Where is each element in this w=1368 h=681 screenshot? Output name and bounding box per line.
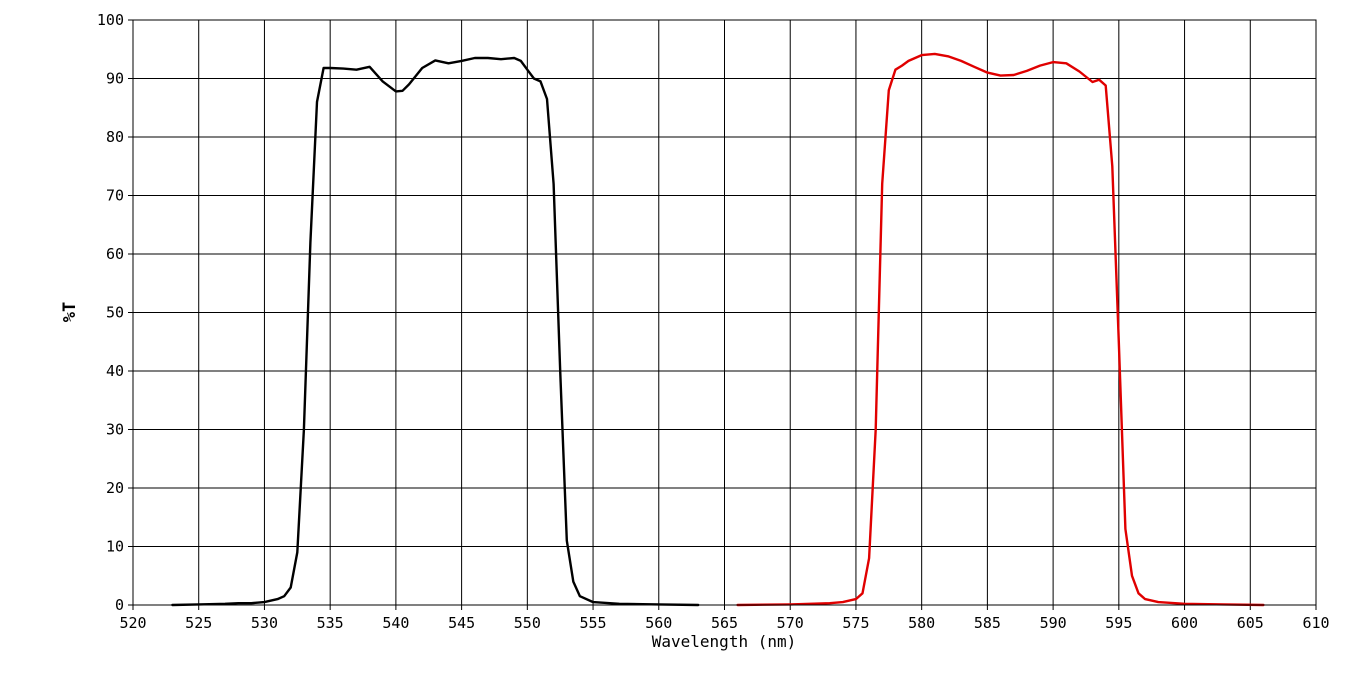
x-tick-label: 540 [382,614,409,632]
x-tick-label: 555 [580,614,607,632]
x-tick-label: 545 [448,614,475,632]
x-tick-label: 550 [514,614,541,632]
x-tick-label: 565 [711,614,738,632]
x-tick-label: 520 [119,614,146,632]
y-tick-label: 40 [106,362,124,380]
y-tick-label: 20 [106,479,124,497]
x-tick-label: 580 [908,614,935,632]
x-tick-label: 525 [185,614,212,632]
x-tick-label: 590 [1040,614,1067,632]
grid-lines [128,19,1317,610]
y-tick-label: 90 [106,70,124,88]
series-layer [171,52,1265,607]
x-tick-label: 535 [317,614,344,632]
y-tick-labels: 0 10 20 30 40 50 60 70 80 90 100 [97,11,124,614]
y-tick-label: 30 [106,421,124,439]
y-tick-label: 60 [106,245,124,263]
x-axis-label: Wavelength (nm) [652,632,797,651]
x-tick-label: 575 [842,614,869,632]
x-tick-label: 605 [1237,614,1264,632]
plot-frame [132,19,1317,606]
y-tick-label: 80 [106,128,124,146]
y-tick-label: 50 [106,304,124,322]
x-tick-label: 610 [1302,614,1329,632]
x-tick-label: 600 [1171,614,1198,632]
x-tick-label: 595 [1105,614,1132,632]
x-tick-label: 530 [251,614,278,632]
series-line-1 [171,56,700,607]
x-tick-label: 560 [645,614,672,632]
series-line-2 [736,52,1265,607]
y-tick-label: 70 [106,187,124,205]
y-tick-label: 10 [106,538,124,556]
x-tick-label: 585 [974,614,1001,632]
y-tick-label: 100 [97,11,124,29]
x-tick-labels: 520 525 530 535 540 545 550 555 560 565 570 575 580 5… [119,614,1329,632]
y-tick-label: 0 [115,596,124,614]
x-tick-label: 570 [777,614,804,632]
y-axis-label: %T [60,302,80,322]
